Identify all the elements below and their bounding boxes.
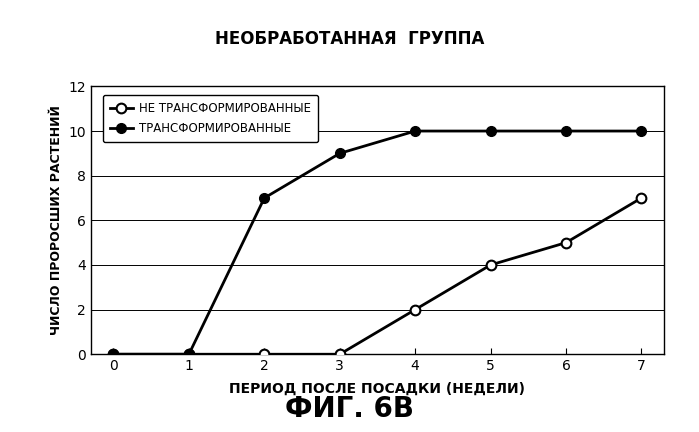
Text: НЕОБРАБОТАННАЯ  ГРУППА: НЕОБРАБОТАННАЯ ГРУППА [215, 30, 484, 48]
Line: ТРАНСФОРМИРОВАННЫЕ: ТРАНСФОРМИРОВАННЫЕ [108, 126, 647, 359]
ТРАНСФОРМИРОВАННЫЕ [336, 151, 344, 156]
НЕ ТРАНСФОРМИРОВАННЫЕ [411, 307, 419, 312]
НЕ ТРАНСФОРМИРОВАННЫЕ [487, 262, 495, 267]
Legend: НЕ ТРАНСФОРМИРОВАННЫЕ, ТРАНСФОРМИРОВАННЫЕ: НЕ ТРАНСФОРМИРОВАННЫЕ, ТРАНСФОРМИРОВАННЫ… [103, 95, 318, 142]
ТРАНСФОРМИРОВАННЫЕ [487, 128, 495, 133]
ТРАНСФОРМИРОВАННЫЕ [411, 128, 419, 133]
Y-axis label: ЧИСЛО ПРОРОСШИХ РАСТЕНИЙ: ЧИСЛО ПРОРОСШИХ РАСТЕНИЙ [50, 105, 63, 335]
НЕ ТРАНСФОРМИРОВАННЫЕ [336, 352, 344, 357]
ТРАНСФОРМИРОВАННЫЕ [562, 128, 570, 133]
НЕ ТРАНСФОРМИРОВАННЫЕ [109, 352, 117, 357]
НЕ ТРАНСФОРМИРОВАННЫЕ [185, 352, 193, 357]
ТРАНСФОРМИРОВАННЫЕ [185, 352, 193, 357]
ТРАНСФОРМИРОВАННЫЕ [260, 195, 268, 200]
ТРАНСФОРМИРОВАННЫЕ [109, 352, 117, 357]
НЕ ТРАНСФОРМИРОВАННЫЕ [260, 352, 268, 357]
Text: ФИГ. 6В: ФИГ. 6В [285, 395, 414, 423]
X-axis label: ПЕРИОД ПОСЛЕ ПОСАДКИ (НЕДЕЛИ): ПЕРИОД ПОСЛЕ ПОСАДКИ (НЕДЕЛИ) [229, 381, 526, 395]
Line: НЕ ТРАНСФОРМИРОВАННЫЕ: НЕ ТРАНСФОРМИРОВАННЫЕ [108, 193, 647, 359]
НЕ ТРАНСФОРМИРОВАННЫЕ [562, 240, 570, 245]
НЕ ТРАНСФОРМИРОВАННЫЕ [637, 195, 646, 200]
ТРАНСФОРМИРОВАННЫЕ [637, 128, 646, 133]
